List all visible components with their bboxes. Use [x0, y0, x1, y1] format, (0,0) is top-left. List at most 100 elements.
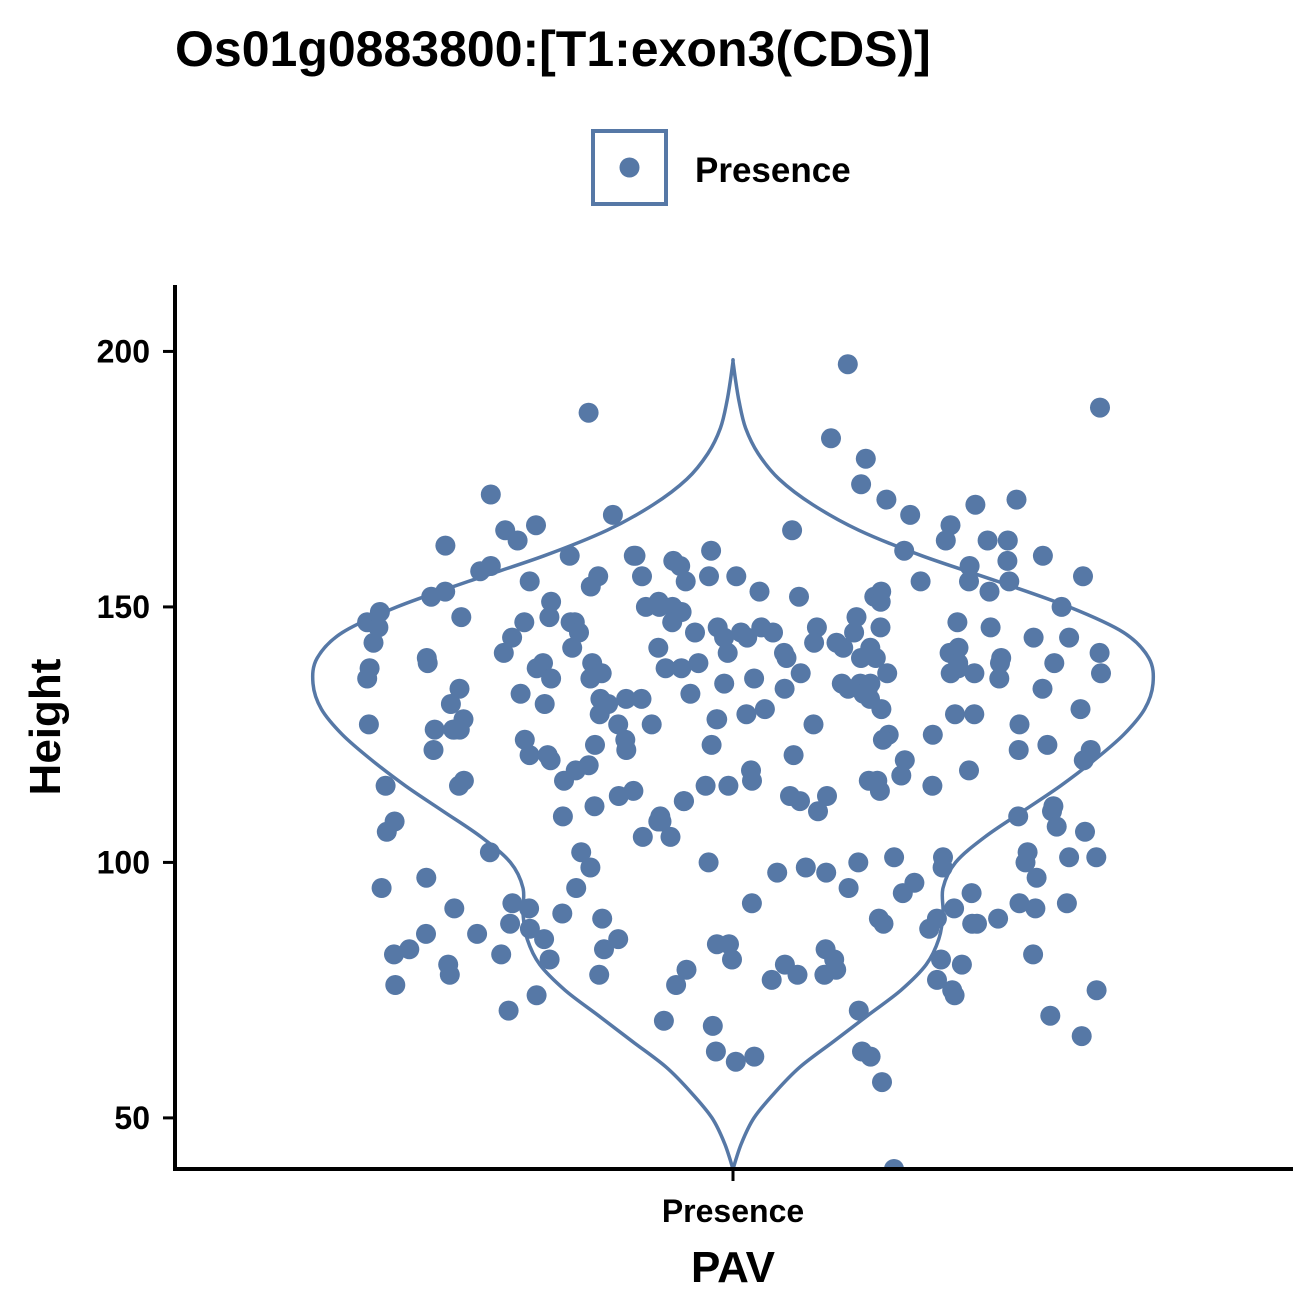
data-point: [1006, 489, 1027, 510]
data-point: [873, 913, 894, 934]
data-point: [844, 622, 865, 643]
data-point: [900, 504, 921, 525]
data-point: [877, 663, 898, 684]
data-point: [559, 545, 580, 566]
data-point: [608, 786, 629, 806]
data-point: [585, 734, 605, 755]
data-point: [977, 530, 998, 551]
data-point: [500, 913, 521, 934]
data-point: [1051, 596, 1072, 617]
data-point: [1032, 545, 1053, 566]
data-point: [479, 842, 500, 863]
data-point: [776, 648, 797, 668]
data-point: [673, 791, 694, 812]
data-point: [698, 852, 719, 873]
data-point: [514, 729, 535, 750]
data-point: [965, 494, 986, 515]
data-point: [871, 699, 892, 720]
data-point: [737, 627, 758, 648]
data-point: [870, 617, 891, 638]
data-point: [722, 949, 742, 970]
data-point: [803, 714, 824, 735]
data-point: [789, 586, 809, 607]
data-point: [424, 719, 445, 740]
data-point: [357, 668, 378, 689]
data-point: [1071, 1026, 1092, 1047]
data-point: [997, 550, 1018, 571]
data-point: [1025, 898, 1046, 919]
data-point: [539, 949, 560, 970]
data-point: [451, 607, 472, 628]
data-point: [719, 934, 739, 955]
data-point: [519, 745, 540, 766]
data-point: [580, 857, 601, 878]
data-point: [552, 903, 573, 924]
data-point: [945, 704, 965, 725]
data-point: [714, 627, 735, 648]
data-point: [439, 964, 460, 985]
data-point: [534, 929, 555, 950]
data-point: [539, 607, 560, 628]
y-tick-label: 150: [97, 589, 150, 625]
data-point: [959, 571, 979, 592]
data-point: [493, 642, 514, 663]
data-point: [964, 704, 985, 725]
data-point: [872, 1072, 892, 1093]
data-point: [1046, 816, 1067, 837]
data-point: [1073, 750, 1094, 771]
data-point: [944, 898, 965, 919]
data-point: [514, 612, 535, 633]
data-point: [951, 954, 972, 975]
data-point: [979, 581, 1000, 602]
data-point: [790, 663, 811, 684]
data-point: [541, 591, 562, 612]
data-point: [891, 765, 912, 786]
data-point: [384, 944, 404, 965]
plot-panel: [310, 354, 1156, 1171]
data-point: [371, 878, 392, 898]
data-point: [526, 515, 546, 536]
data-point: [838, 878, 859, 898]
data-point: [919, 918, 940, 939]
data-point: [363, 632, 384, 653]
data-point: [449, 678, 470, 699]
data-point: [1040, 1005, 1061, 1026]
data-point: [870, 591, 891, 612]
data-point: [470, 561, 491, 582]
data-point: [1091, 663, 1111, 684]
data-point: [480, 484, 501, 505]
data-point: [510, 683, 531, 704]
data-point: [767, 862, 788, 883]
data-point: [804, 632, 825, 653]
data-point: [417, 653, 438, 674]
data-point: [988, 908, 1009, 929]
data-point: [701, 734, 722, 755]
data-point: [526, 985, 547, 1006]
data-point: [876, 489, 897, 510]
data-point: [444, 898, 465, 919]
data-point: [806, 617, 827, 638]
data-point: [701, 540, 722, 561]
data-point: [685, 622, 705, 643]
data-point: [1032, 678, 1053, 699]
data-point: [714, 673, 735, 694]
data-point: [707, 709, 728, 730]
data-point: [540, 750, 561, 771]
data-point: [848, 852, 869, 873]
data-point: [699, 566, 719, 587]
data-point: [671, 658, 692, 679]
data-point: [922, 724, 943, 745]
data-point: [1070, 699, 1091, 720]
data-point: [526, 658, 547, 679]
data-point: [498, 1000, 519, 1021]
data-point: [589, 704, 610, 725]
data-point: [616, 740, 637, 760]
data-point: [851, 648, 871, 668]
data-point: [774, 678, 795, 699]
y-axis-title: Height: [21, 658, 70, 795]
data-point: [833, 637, 854, 658]
data-point: [676, 959, 697, 980]
data-point: [855, 448, 876, 469]
data-point: [964, 663, 985, 684]
data-point: [980, 617, 1001, 638]
